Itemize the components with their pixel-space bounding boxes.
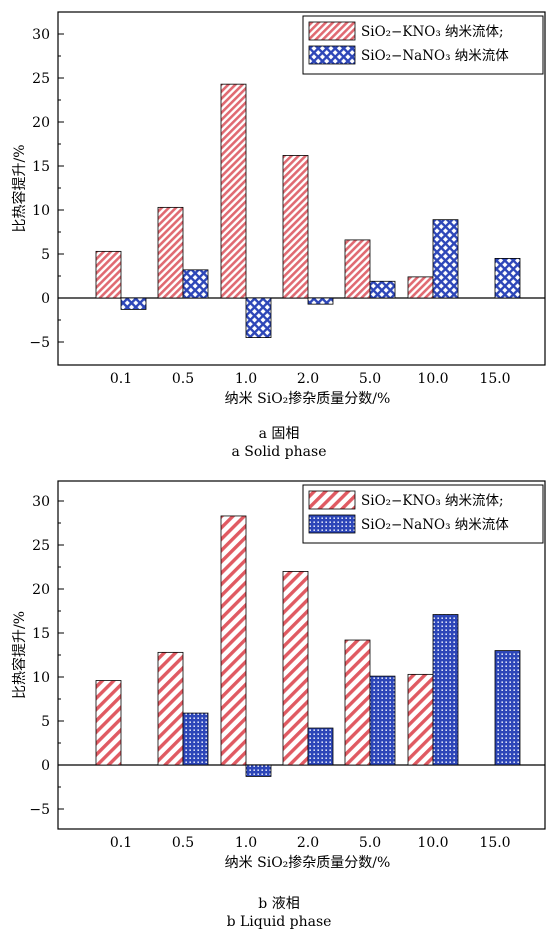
legend-swatch: [308, 514, 356, 534]
y-tick-label: 20: [32, 582, 50, 598]
bar-series-1: [344, 239, 371, 299]
bar-series-2: [245, 764, 272, 777]
y-tick-label: 0: [41, 758, 50, 774]
x-tick-label: 0.5: [172, 835, 194, 851]
y-tick-label: 20: [32, 115, 50, 131]
x-tick-label: 1.0: [235, 835, 257, 851]
x-tick-label: 15.0: [479, 371, 510, 387]
x-tick-label: 0.1: [110, 371, 132, 387]
bar-series-2: [432, 219, 459, 299]
y-tick-label: 5: [41, 247, 50, 263]
bar-series-2: [369, 675, 396, 766]
x-tick-label: 0.1: [110, 835, 132, 851]
bar-series-2: [182, 269, 209, 299]
bar-series-2: [494, 257, 521, 299]
bar-series-1: [282, 155, 309, 299]
bar-series-2: [307, 727, 334, 766]
caption-a-cn: a 固相: [258, 426, 300, 442]
legend-label: SiO₂−KNO₃ 纳米流体;: [361, 24, 504, 40]
legend-swatch: [308, 490, 356, 510]
legend-label: SiO₂−NaNO₃ 纳米流体: [361, 517, 509, 533]
y-tick-label: 15: [32, 159, 50, 175]
y-tick-label: −5: [29, 335, 50, 351]
bar-series-1: [157, 206, 184, 299]
y-tick-label: 25: [32, 538, 50, 554]
y-tick-label: 30: [32, 494, 50, 510]
y-tick-label: 0: [41, 291, 50, 307]
x-tick-label: 10.0: [417, 371, 448, 387]
chart-panel-a: 30 25 20 15 10 5 0 −5 0.1 0.5 1.0 2.0 5.0 10.0 15.0 纳米 …: [11, 11, 546, 407]
bar-series-1: [344, 639, 371, 766]
x-tick-label: 0.5: [172, 371, 194, 387]
legend-swatch: [308, 21, 356, 41]
x-tick-label: 2.0: [297, 835, 319, 851]
bar-series-1: [407, 673, 434, 766]
caption-b-cn: b 液相: [258, 896, 300, 912]
chart-panel-b: 30 25 20 15 10 5 0 −5 0.1 0.5 1.0 2.0 5.0 10.0 15.0 纳米 …: [11, 480, 546, 871]
y-axis-label: 比热容提升/%: [11, 611, 28, 699]
bar-series-1: [95, 680, 122, 766]
bar-series-1: [220, 83, 247, 299]
x-tick-label: 2.0: [297, 371, 319, 387]
x-tick-label: 5.0: [359, 835, 381, 851]
bar-series-2: [307, 297, 334, 305]
bar-series-2: [494, 650, 521, 766]
bar-series-1: [95, 250, 122, 299]
x-axis-label: 纳米 SiO₂掺杂质量分数/%: [225, 854, 391, 871]
y-tick-label: 30: [32, 27, 50, 43]
y-tick-label: 10: [32, 203, 50, 219]
legend-label: SiO₂−KNO₃ 纳米流体;: [361, 493, 504, 509]
x-tick-label: 10.0: [417, 835, 448, 851]
caption-a-en: a Solid phase: [231, 444, 327, 460]
legend-label: SiO₂−NaNO₃ 纳米流体: [361, 48, 509, 64]
x-tick-label: 1.0: [235, 371, 257, 387]
bar-series-1: [157, 651, 184, 766]
bar-series-1: [282, 571, 309, 766]
bar-series-2: [120, 297, 147, 310]
bar-series-2: [245, 297, 272, 338]
x-tick-label: 15.0: [479, 835, 510, 851]
y-tick-label: 25: [32, 71, 50, 87]
y-tick-label: 5: [41, 714, 50, 730]
y-axis-label: 比热容提升/%: [11, 144, 28, 232]
y-tick-label: 10: [32, 670, 50, 686]
bar-series-1: [407, 276, 434, 299]
y-tick-label: 15: [32, 626, 50, 642]
bar-series-2: [182, 712, 209, 766]
legend-swatch: [308, 45, 356, 65]
bar-series-2: [369, 280, 396, 299]
bar-series-1: [220, 515, 247, 766]
bar-series-2: [432, 614, 459, 766]
y-tick-label: −5: [29, 802, 50, 818]
x-axis-label: 纳米 SiO₂掺杂质量分数/%: [225, 390, 391, 407]
caption-b-en: b Liquid phase: [226, 914, 332, 930]
x-tick-label: 5.0: [359, 371, 381, 387]
